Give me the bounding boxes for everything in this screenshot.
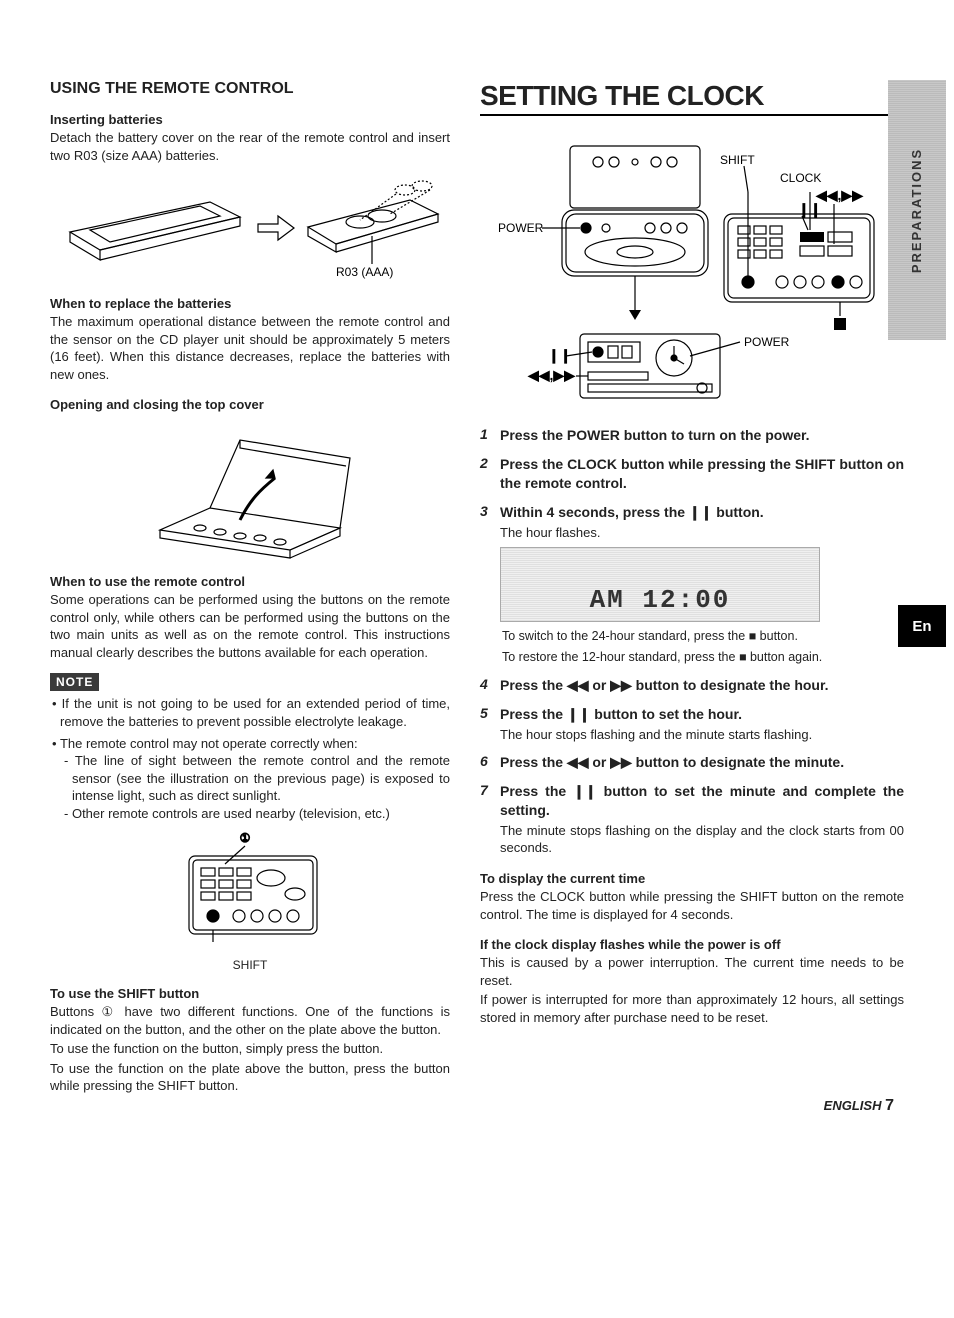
step-5-detail: The hour stops flashing and the minute s… [500, 726, 904, 744]
opening-cover-head: Opening and closing the top cover [50, 397, 450, 412]
step-1-title: Press the POWER button to turn on the po… [500, 426, 904, 445]
preparations-tab-text: PREPARATIONS [910, 147, 925, 272]
display-time-head: To display the current time [480, 871, 904, 886]
replace-batteries-body: The maximum operational distance between… [50, 313, 450, 383]
step-1-num: 1 [480, 426, 492, 445]
shift-button-illustration: ① [165, 830, 335, 950]
switch-12h: To restore the 12-hour standard, press t… [480, 649, 904, 666]
step-3-num: 3 [480, 503, 492, 541]
note-subbullet-2a: The line of sight between the remote con… [50, 752, 450, 805]
flash-head: If the clock display flashes while the p… [480, 937, 904, 952]
step-2-title: Press the CLOCK button while pressing th… [500, 455, 904, 493]
usewhen-head: When to use the remote control [50, 574, 450, 589]
shift-head: To use the SHIFT button [50, 986, 450, 1001]
footer-page-number: 7 [885, 1097, 894, 1114]
battery-size-label: R03 (AAA) [336, 265, 393, 279]
svg-text:SHIFT: SHIFT [720, 153, 755, 167]
shift-body-2: To use the function on the button, simpl… [50, 1040, 450, 1058]
setting-clock-title: SETTING THE CLOCK [480, 80, 904, 116]
footer-language: ENGLISH [824, 1098, 882, 1113]
clock-diagram: POWER SHIFT [490, 136, 890, 416]
replace-batteries-head: When to replace the batteries [50, 296, 450, 311]
left-section-title: USING THE REMOTE CONTROL [50, 80, 450, 98]
svg-text:POWER: POWER [498, 221, 544, 235]
step-2-num: 2 [480, 455, 492, 493]
note-subbullet-2b: Other remote controls are used nearby (t… [50, 805, 450, 823]
step-3-detail: The hour flashes. [500, 524, 904, 542]
step-7: 7 Press the ❙❙ button to set the minute … [480, 782, 904, 857]
step-7-title: Press the ❙❙ button to set the minute an… [500, 782, 904, 820]
language-chip: En [898, 605, 946, 647]
usewhen-body: Some operations can be performed using t… [50, 591, 450, 661]
step-3-title: Within 4 seconds, press the ❙❙ button. [500, 503, 904, 522]
lcd-display: AM 12:00 [500, 547, 820, 622]
step-1: 1 Press the POWER button to turn on the … [480, 426, 904, 445]
flash-body-1: This is caused by a power interruption. … [480, 954, 904, 989]
note-chip: NOTE [50, 673, 99, 691]
note-bullet-2: The remote control may not operate corre… [50, 735, 450, 753]
step-5-title: Press the ❙❙ button to set the hour. [500, 705, 904, 724]
shift-body-3: To use the function on the plate above t… [50, 1060, 450, 1095]
flash-body-2: If power is interrupted for more than ap… [480, 991, 904, 1026]
step-4-title: Press the ◀◀ or ▶▶ button to designate t… [500, 676, 904, 695]
svg-text:POWER: POWER [744, 335, 790, 349]
page-footer: ENGLISH 7 [824, 1097, 894, 1115]
lcd-time: AM 12:00 [590, 585, 731, 615]
step-2: 2 Press the CLOCK button while pressing … [480, 455, 904, 493]
shift-caption: SHIFT [50, 958, 450, 972]
switch-24h: To switch to the 24-hour standard, press… [480, 628, 904, 645]
step-4-num: 4 [480, 676, 492, 695]
svg-text:CLOCK: CLOCK [780, 171, 821, 185]
shift-body-1: Buttons ① have two different functions. … [50, 1003, 450, 1038]
inserting-batteries-head: Inserting batteries [50, 112, 450, 127]
note-bullet-1: If the unit is not going to be used for … [50, 695, 450, 730]
step-5: 5 Press the ❙❙ button to set the hour. T… [480, 705, 904, 743]
step-6-title: Press the ◀◀ or ▶▶ button to designate t… [500, 753, 904, 772]
inserting-batteries-body: Detach the battery cover on the rear of … [50, 129, 450, 164]
step-7-num: 7 [480, 782, 492, 857]
svg-text:①: ① [240, 831, 251, 845]
opening-cover-illustration [140, 420, 360, 560]
svg-text:◀◀,▶▶: ◀◀,▶▶ [815, 187, 864, 203]
step-6: 6 Press the ◀◀ or ▶▶ button to designate… [480, 753, 904, 772]
step-4: 4 Press the ◀◀ or ▶▶ button to designate… [480, 676, 904, 695]
battery-insert-illustration: R03 (AAA) [60, 172, 440, 282]
preparations-tab: PREPARATIONS [888, 80, 946, 340]
svg-text:◀◀,▶▶: ◀◀,▶▶ [527, 367, 576, 383]
svg-text:❙❙: ❙❙ [798, 201, 821, 218]
step-6-num: 6 [480, 753, 492, 772]
step-5-num: 5 [480, 705, 492, 743]
step-7-detail: The minute stops flashing on the display… [500, 822, 904, 857]
step-3: 3 Within 4 seconds, press the ❙❙ button.… [480, 503, 904, 541]
display-time-body: Press the CLOCK button while pressing th… [480, 888, 904, 923]
